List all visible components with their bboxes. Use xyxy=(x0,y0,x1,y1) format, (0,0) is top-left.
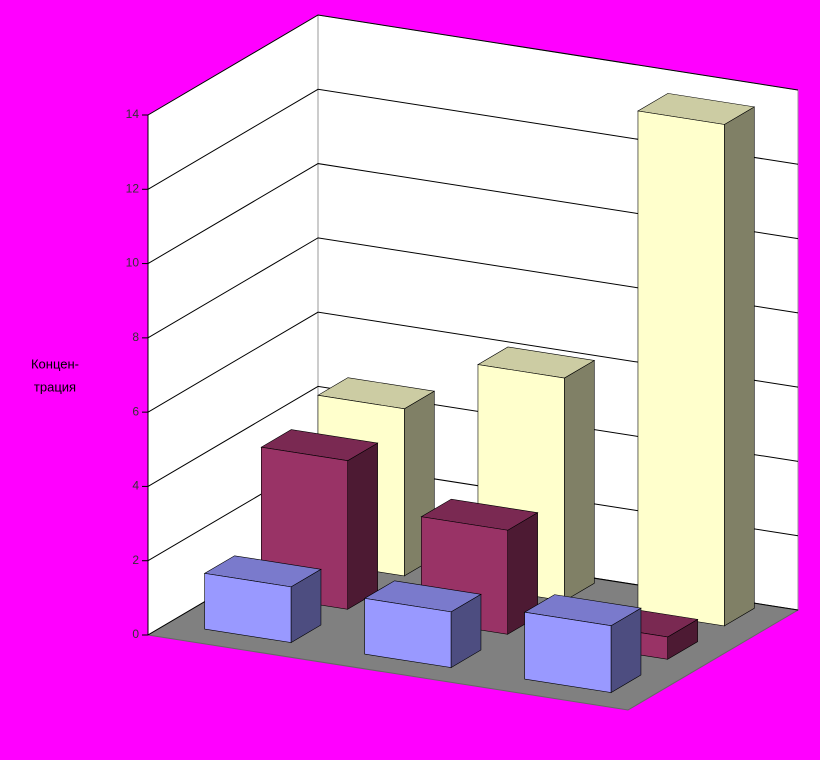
bar xyxy=(363,580,482,669)
y-tick-label: 2 xyxy=(132,553,139,567)
grid-line xyxy=(147,14,799,116)
bar xyxy=(637,93,756,627)
bar xyxy=(203,555,322,644)
y-tick-label: 0 xyxy=(132,627,139,641)
bar-front xyxy=(204,573,292,643)
y-tick-label: 12 xyxy=(126,181,140,195)
y-tick-label: 4 xyxy=(132,479,139,493)
y-tick-label: 14 xyxy=(126,107,140,121)
bar-side xyxy=(564,359,595,602)
y-tick-label: 8 xyxy=(132,330,139,344)
bar xyxy=(523,594,642,694)
bar-side xyxy=(724,106,755,627)
bar-front xyxy=(637,110,725,627)
y-axis-label: трация xyxy=(34,379,76,394)
y-tick-label: 6 xyxy=(132,404,139,418)
y-axis-label: Концен- xyxy=(31,356,79,371)
bar-front xyxy=(524,611,612,693)
bar-side xyxy=(347,442,378,610)
y-tick-label: 10 xyxy=(126,256,140,270)
bar-front xyxy=(364,598,452,668)
